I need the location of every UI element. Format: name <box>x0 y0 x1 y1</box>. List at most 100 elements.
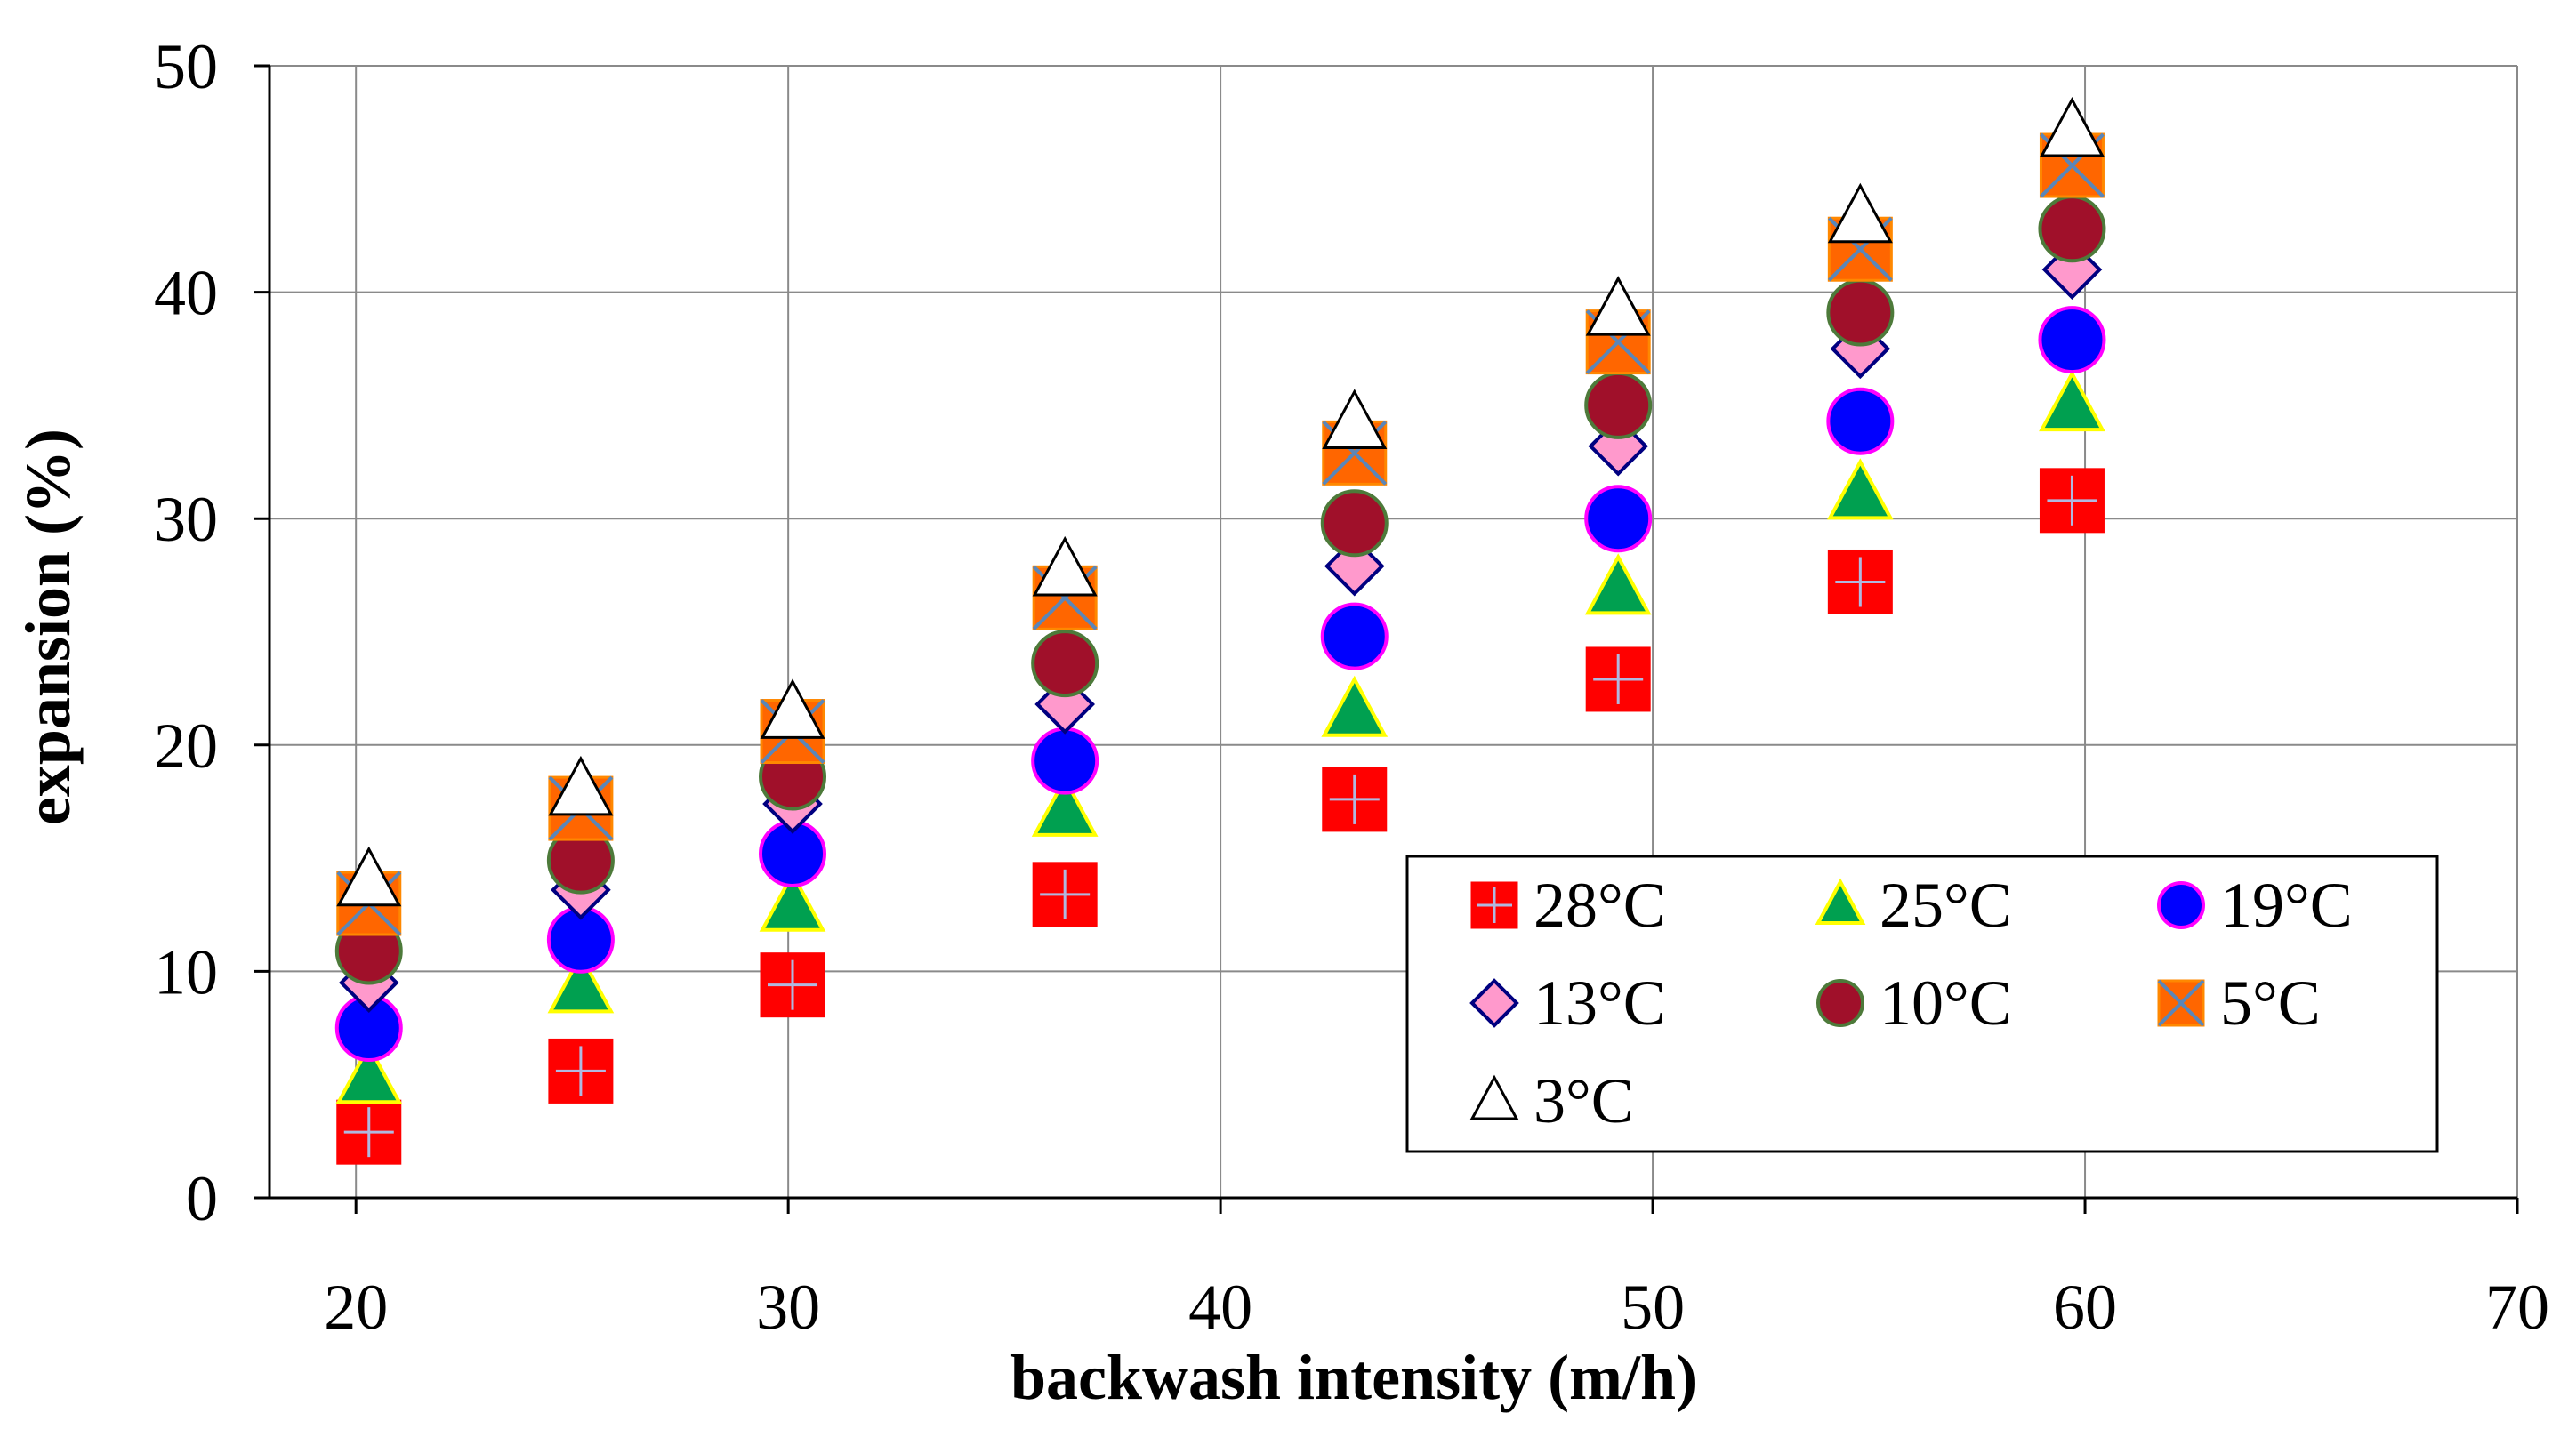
x-tick-label: 60 <box>2053 1272 2117 1343</box>
legend-label: 10°C <box>1880 967 2012 1039</box>
data-point <box>1827 182 1893 244</box>
data-point <box>1031 630 1099 698</box>
data-point <box>1826 278 1895 347</box>
marker-triangle <box>336 846 402 907</box>
marker-triangle <box>760 678 825 739</box>
legend-marker <box>1470 881 1518 929</box>
y-axis-title: expansion (%) <box>12 429 84 825</box>
data-point <box>760 678 825 739</box>
data-point <box>2039 468 2105 534</box>
marker-triangle <box>1826 458 1894 520</box>
data-point <box>1584 485 1653 553</box>
data-points <box>334 96 2106 1165</box>
x-tick-label: 20 <box>324 1272 388 1343</box>
y-tick-label: 30 <box>154 484 218 555</box>
legend-label: 19°C <box>2220 870 2353 941</box>
legend-marker <box>1815 878 1866 925</box>
legend-label: 25°C <box>1880 870 2012 941</box>
data-point <box>1322 767 1388 832</box>
legend-label: 3°C <box>1534 1065 1634 1136</box>
marker-triangle <box>1815 878 1866 925</box>
legend-label: 5°C <box>2220 967 2321 1039</box>
marker-x-b <box>2157 979 2205 1027</box>
data-point <box>1031 727 1099 795</box>
legend-marker <box>2157 881 2205 929</box>
data-point <box>1031 775 1099 837</box>
marker-circle <box>1320 602 1389 670</box>
marker-circle <box>1816 979 1864 1027</box>
marker-triangle <box>548 755 614 816</box>
series-10°C <box>334 195 2106 985</box>
marker-triangle <box>1321 675 1389 737</box>
marker-triangle <box>1032 535 1098 597</box>
marker-circle <box>2038 306 2106 374</box>
data-point <box>336 846 402 907</box>
marker-triangle <box>1469 1074 1519 1120</box>
data-point <box>1584 371 1653 439</box>
marker-circle <box>2157 881 2205 929</box>
y-tick-label: 0 <box>186 1163 218 1234</box>
marker-triangle <box>547 951 615 1014</box>
marker-triangle <box>1584 553 1652 615</box>
data-point <box>2038 195 2106 263</box>
y-tick-label: 20 <box>154 710 218 782</box>
marker-triangle <box>1827 182 1893 244</box>
legend-label: 13°C <box>1534 967 1666 1039</box>
data-point <box>336 1099 402 1165</box>
series-3°C <box>336 96 2105 907</box>
legend-marker <box>1469 1074 1519 1120</box>
grid-lines <box>270 65 2518 1198</box>
legend-label: 28°C <box>1534 870 1666 941</box>
data-point <box>548 755 614 816</box>
y-tick-label: 50 <box>154 31 218 102</box>
marker-circle <box>1320 489 1389 558</box>
marker-circle <box>1031 727 1099 795</box>
data-point <box>548 1038 614 1104</box>
marker-circle <box>1826 278 1895 347</box>
x-tick-label: 30 <box>756 1272 820 1343</box>
series-25°C <box>335 369 2105 1104</box>
marker-circle <box>1031 630 1099 698</box>
marker-diamond <box>1469 978 1519 1028</box>
data-point <box>760 952 825 1018</box>
series-19°C <box>334 306 2106 1063</box>
marker-triangle <box>1031 775 1099 837</box>
marker-triangle <box>2039 369 2105 432</box>
data-point <box>1585 646 1651 712</box>
axes <box>254 64 2519 1214</box>
x-axis-title: backwash intensity (m/h) <box>1010 1342 1697 1413</box>
data-point <box>1320 489 1389 558</box>
data-point <box>1321 675 1389 737</box>
y-tick-label: 10 <box>154 936 218 1008</box>
data-point <box>1322 389 1388 449</box>
marker-circle <box>1584 371 1653 439</box>
legend-box <box>1405 855 2439 1153</box>
data-point <box>1584 553 1652 615</box>
marker-triangle <box>759 870 826 932</box>
data-point <box>1827 549 1893 614</box>
data-point <box>1320 602 1389 670</box>
data-point <box>2038 306 2106 374</box>
legend-marker <box>2157 979 2205 1027</box>
legend: 28°C 25°C 19°C 13°C 10°C 5°C 3°C <box>1405 855 2439 1153</box>
data-point <box>2039 369 2105 432</box>
marker-triangle <box>335 1042 403 1104</box>
data-point <box>1826 387 1895 455</box>
series-28°C <box>336 468 2105 1165</box>
data-point <box>1032 862 1098 927</box>
x-tick-label: 50 <box>1621 1272 1685 1343</box>
tick-labels: 0 10 20 30 40 50 20 30 40 50 60 70 <box>154 31 2549 1343</box>
x-tick-label: 70 <box>2485 1272 2549 1343</box>
data-point <box>1826 458 1894 520</box>
legend-marker <box>1816 979 1864 1027</box>
marker-triangle <box>2039 96 2105 157</box>
marker-circle <box>1826 387 1895 455</box>
marker-circle <box>2038 195 2106 263</box>
marker-circle <box>1584 485 1653 553</box>
data-point <box>335 1042 403 1104</box>
legend-marker <box>1469 978 1519 1028</box>
data-point <box>547 951 615 1014</box>
data-point <box>1585 276 1651 336</box>
data-point <box>759 870 826 932</box>
